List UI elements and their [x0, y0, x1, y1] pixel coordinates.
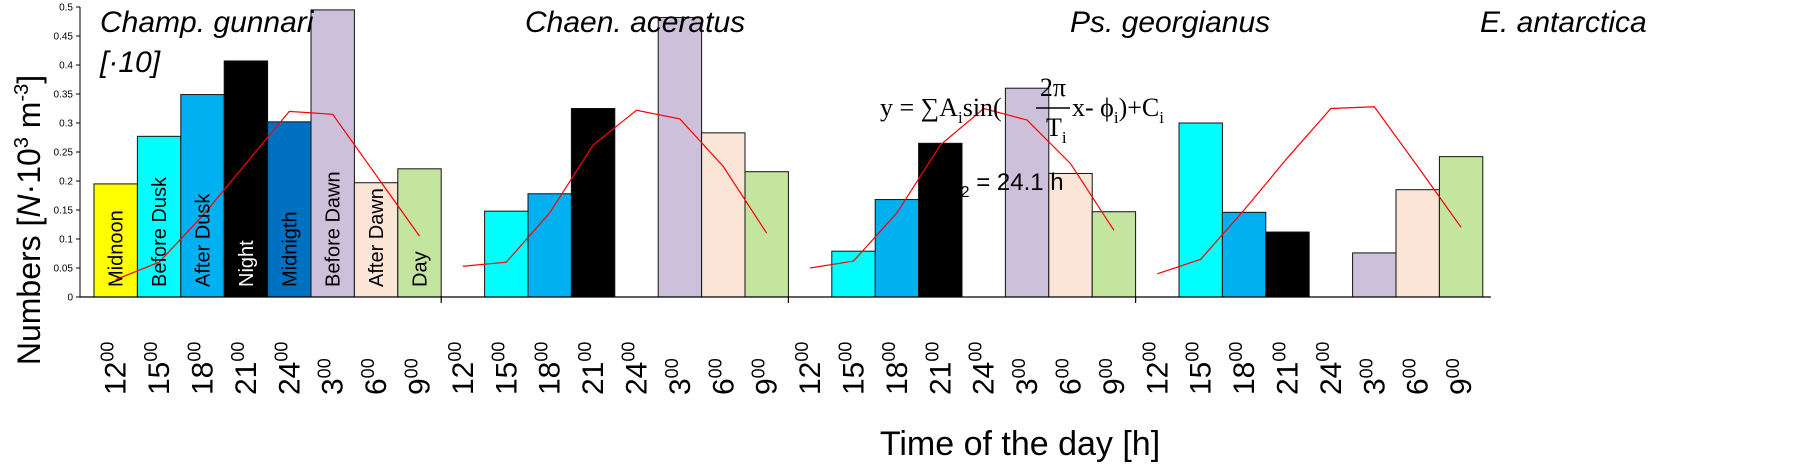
bar-3-night	[918, 142, 963, 298]
bar-1-day	[397, 168, 442, 298]
time-tick-label: 600	[1053, 358, 1088, 395]
category-label: Before Dusk	[149, 176, 171, 287]
time-tick-label: 2100	[228, 342, 263, 395]
bar-1-midnoon	[93, 183, 138, 298]
time-tick-label: 1500	[488, 342, 523, 395]
y-tick-label: 0.3	[59, 119, 73, 130]
time-tick-label: 300	[662, 358, 697, 395]
bar-2-before-dusk	[484, 210, 529, 298]
time-tick-label: 1200	[445, 342, 480, 395]
fit-equation-tail: x- ϕi)+Ci	[1072, 93, 1164, 127]
category-label: Night	[236, 240, 258, 287]
bar-4-before-dusk	[1178, 122, 1223, 298]
time-tick-label: 600	[1400, 358, 1435, 395]
time-tick-label: 1800	[1226, 342, 1261, 395]
time-tick-label: 2400	[619, 342, 654, 395]
time-tick-label: 2100	[575, 342, 610, 395]
time-tick-label: 1200	[792, 342, 827, 395]
y-tick-label: 0.4	[59, 61, 73, 72]
y-tick-label: 0.25	[54, 148, 74, 159]
category-label: After Dusk	[193, 193, 215, 287]
y-tick-label: 0.15	[54, 206, 74, 217]
bar-1-before-dawn	[310, 9, 355, 298]
fit-curve-3	[810, 107, 1115, 269]
panel-title: Chaen. aceratus	[525, 6, 745, 39]
y-tick-label: 0	[67, 293, 73, 304]
time-tick-label: 900	[1096, 358, 1131, 395]
y-tick-label: 0.1	[59, 235, 73, 246]
time-tick-label: 600	[705, 358, 740, 395]
bar-3-after-dawn	[1048, 172, 1093, 298]
category-label: Midnigth	[279, 211, 301, 287]
time-tick-label: 1200	[98, 342, 133, 395]
bar-1-night	[223, 60, 269, 298]
bar-2-before-dawn	[657, 16, 703, 298]
time-tick-label: 600	[358, 358, 393, 395]
bar-4-after-dawn	[1395, 189, 1440, 298]
fit-equation-numerator: 2π	[1040, 73, 1066, 102]
y-tick-label: 0.45	[54, 32, 74, 43]
bar-2-after-dusk	[527, 193, 572, 298]
panel-title: E. antarctica	[1480, 6, 1647, 39]
panel-title: Champ. gunnari	[100, 6, 315, 39]
bar-3-before-dusk	[831, 250, 876, 298]
time-tick-label: 1800	[185, 342, 220, 395]
time-tick-label: 300	[1009, 358, 1044, 395]
category-label: Before Dawn	[323, 171, 345, 287]
time-tick-label: 2100	[1270, 342, 1305, 395]
category-label: Day	[410, 251, 432, 287]
category-label: After Dawn	[366, 188, 388, 287]
y-axis-label: Numbers [N·103 m-3]	[11, 75, 47, 365]
time-tick-label: 900	[1443, 358, 1478, 395]
bar-1-before-dusk	[136, 135, 182, 298]
time-tick-label: 2400	[966, 342, 1001, 395]
bar-3-day	[1091, 211, 1137, 298]
time-tick-label: 300	[1356, 358, 1391, 395]
bar-4-after-dusk	[1221, 211, 1267, 298]
fit-curve-1	[115, 110, 420, 281]
time-tick-label: 2100	[922, 342, 957, 395]
time-tick-label: 300	[315, 358, 350, 395]
y-tick-label: 0.2	[59, 177, 73, 188]
period-annotation: T2 = 24.1 h	[946, 169, 1064, 201]
time-tick-label: 900	[402, 358, 437, 395]
bar-3-after-dusk	[874, 199, 920, 298]
bar-1-after-dusk	[180, 94, 225, 298]
y-tick-label: 0.05	[54, 264, 74, 275]
y-tick-label: 0.5	[59, 3, 73, 14]
category-label: Midnoon	[106, 210, 128, 287]
time-tick-label: 1800	[532, 342, 567, 395]
y-tick-label: 0.35	[54, 90, 74, 101]
bar-4-before-dawn	[1352, 252, 1397, 298]
fit-equation-denominator: Ti	[1046, 113, 1067, 147]
fit-curve-2	[462, 109, 768, 267]
time-tick-label: 1500	[141, 342, 176, 395]
time-tick-label: 1500	[1183, 342, 1218, 395]
fit-equation: y = ∑Aisin(	[880, 93, 1002, 127]
fit-curve-4	[1157, 106, 1462, 275]
bar-4-night	[1265, 231, 1310, 298]
time-tick-label: 2400	[271, 342, 306, 395]
time-tick-label: 2400	[1313, 342, 1348, 395]
time-tick-label: 1800	[879, 342, 914, 395]
bar-2-after-dawn	[701, 132, 746, 298]
bar-2-night	[570, 108, 616, 298]
panel-title: Ps. georgianus	[1070, 6, 1270, 39]
bar-2-day	[744, 171, 789, 298]
time-tick-label: 1200	[1139, 342, 1174, 395]
panel-scale-note: [·10]	[99, 46, 161, 79]
x-axis-label: Time of the day [h]	[880, 425, 1160, 463]
time-tick-label: 1500	[836, 342, 871, 395]
time-tick-label: 900	[749, 358, 784, 395]
